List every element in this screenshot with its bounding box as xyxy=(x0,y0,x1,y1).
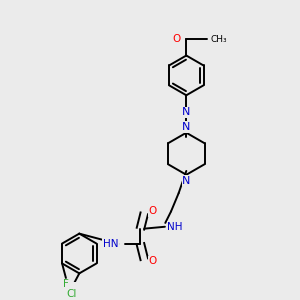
Text: N: N xyxy=(182,122,190,132)
Text: HN: HN xyxy=(103,239,118,249)
Text: Cl: Cl xyxy=(67,290,77,299)
Text: F: F xyxy=(63,280,69,290)
Text: O: O xyxy=(148,206,157,217)
Text: N: N xyxy=(182,107,190,118)
Text: O: O xyxy=(148,256,157,266)
Text: CH₃: CH₃ xyxy=(210,35,227,44)
Text: NH: NH xyxy=(167,222,183,232)
Text: O: O xyxy=(173,34,181,44)
Text: N: N xyxy=(182,176,190,185)
